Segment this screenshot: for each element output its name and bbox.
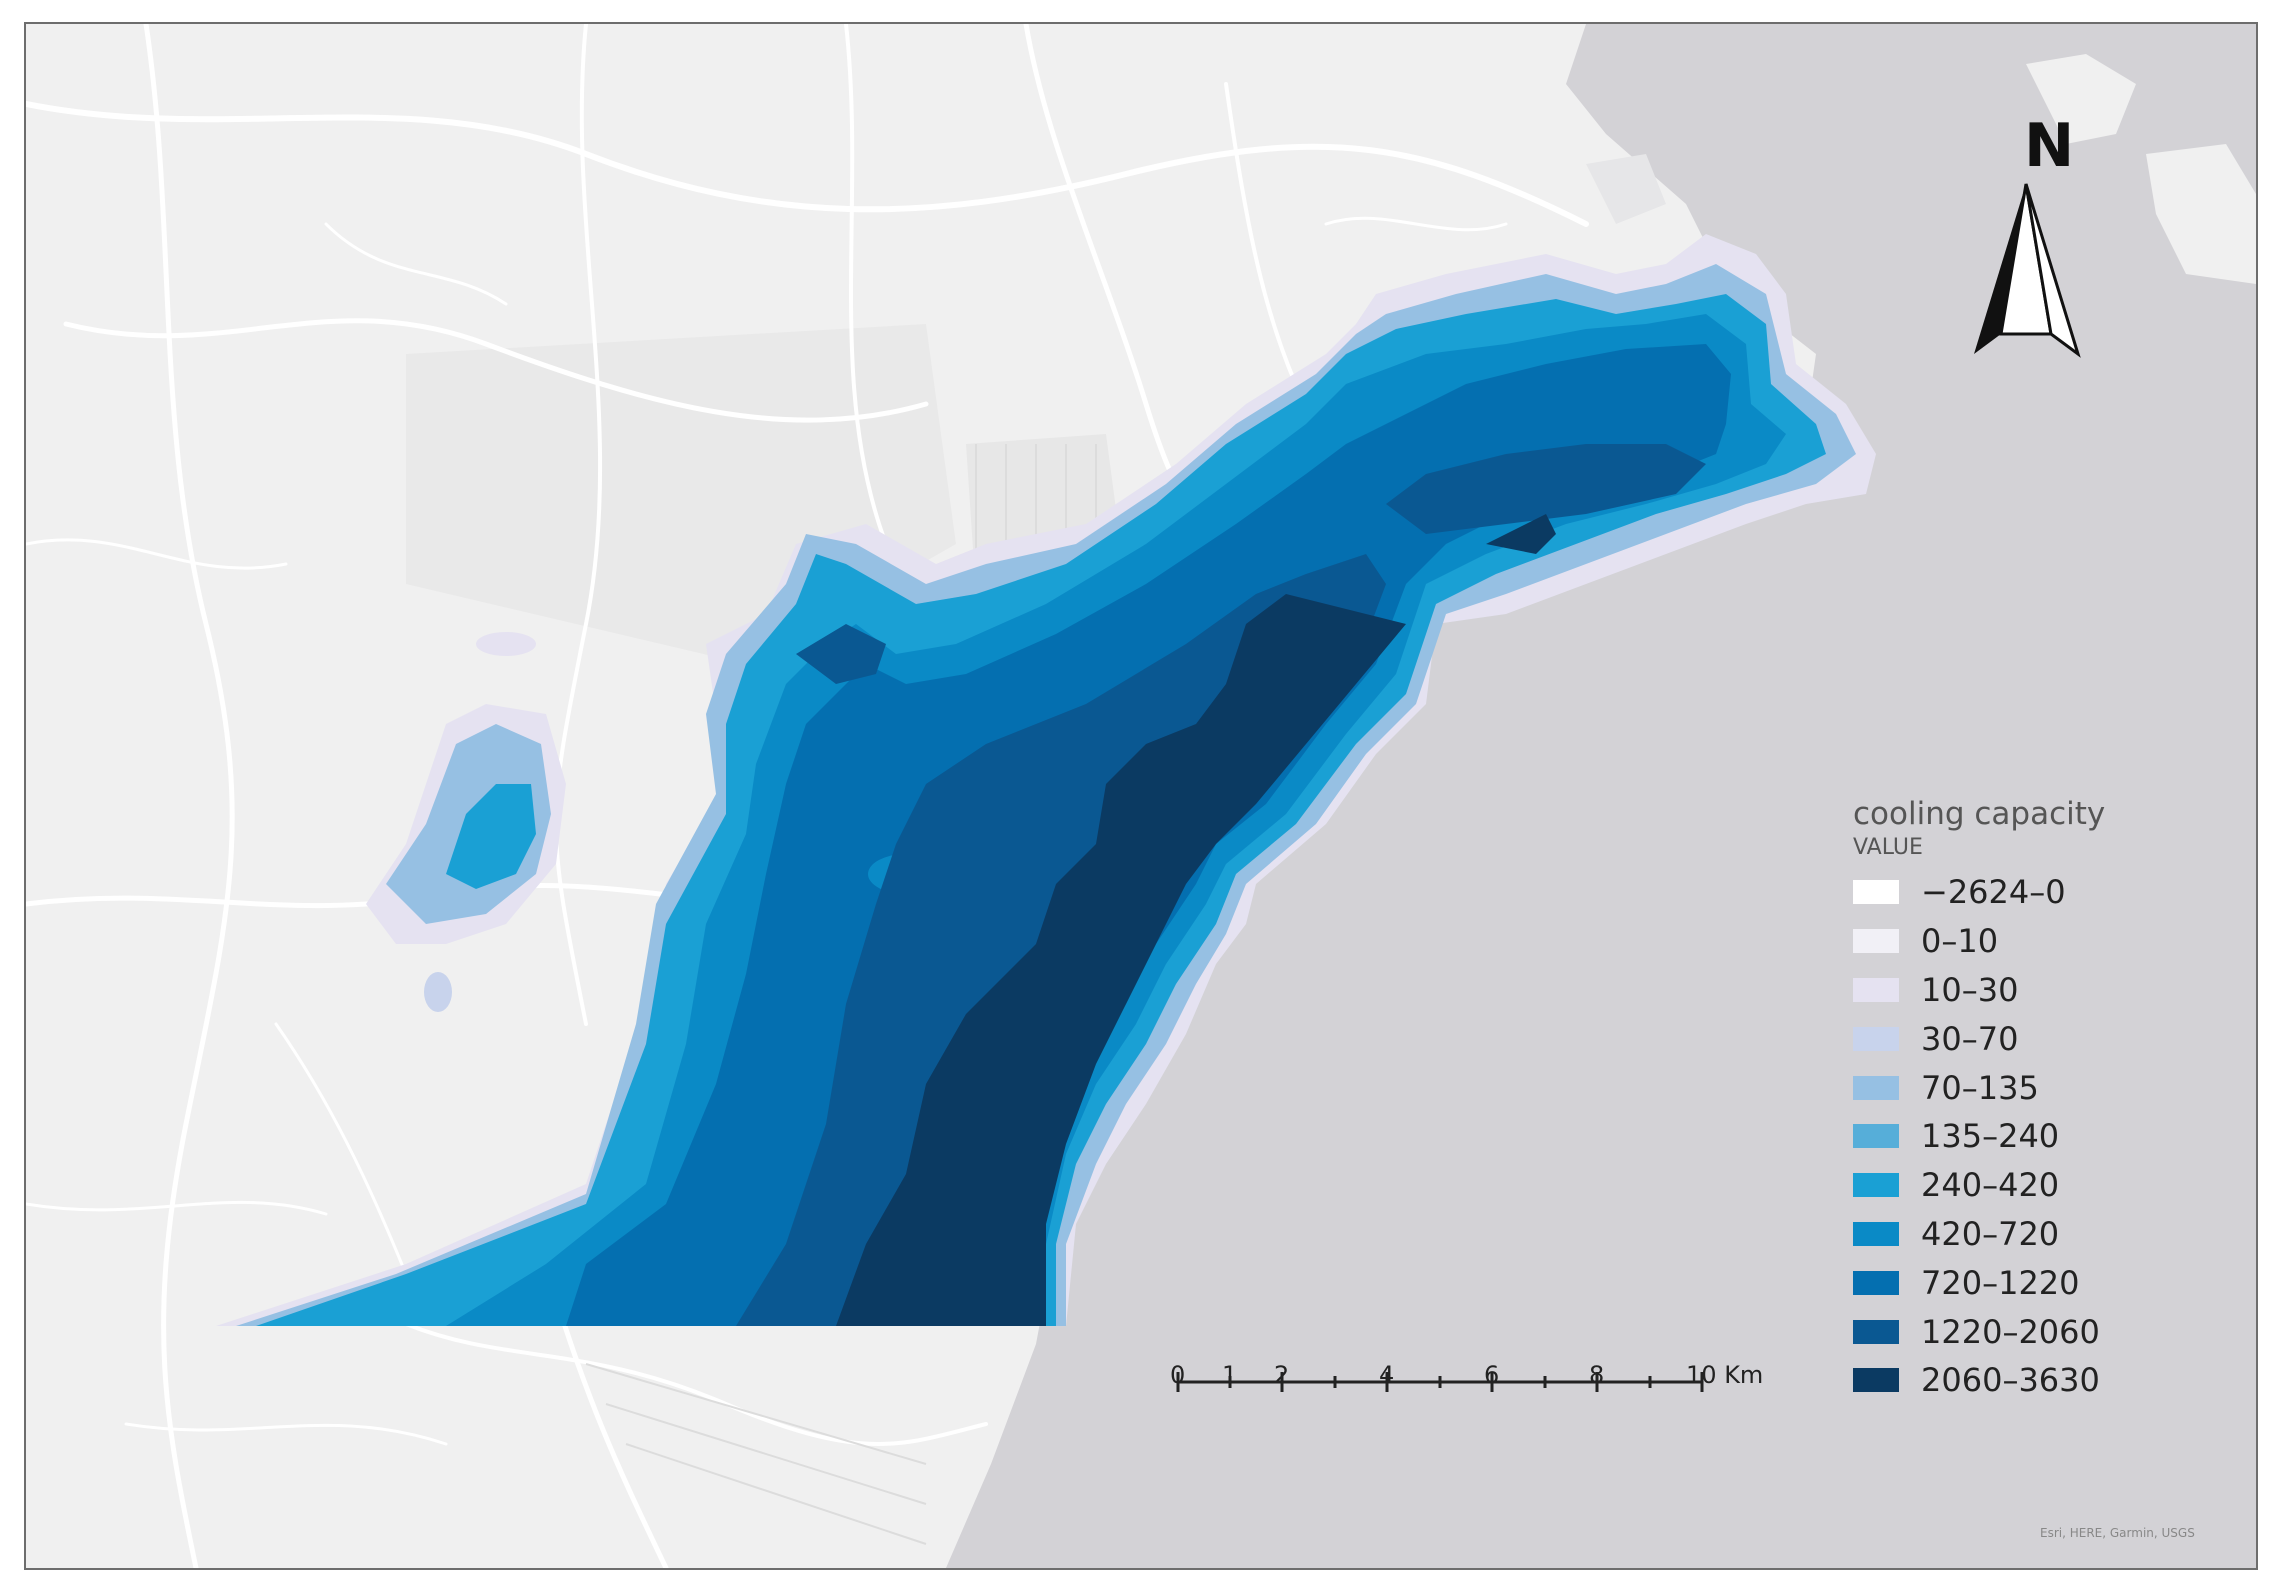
legend-swatch [1853, 1124, 1899, 1149]
north-label: N [2024, 111, 2075, 181]
road-grid [585, 444, 1097, 1545]
band-2060-3630-ne [1486, 514, 1556, 554]
band-240-420-island [446, 784, 536, 889]
legend-item: 30–70 [1853, 1014, 2233, 1063]
island [1586, 154, 1666, 224]
scale-tick-label: 1 [1222, 1361, 1238, 1389]
legend-swatch [1853, 1368, 1899, 1393]
scale-tick-label: 10 Km [1686, 1361, 1763, 1389]
legend-label: 10–30 [1921, 970, 2019, 1009]
legend-label: 70–135 [1921, 1068, 2039, 1107]
legend-label: 2060–3630 [1921, 1361, 2100, 1400]
legend-label: 0–10 [1921, 922, 1999, 961]
legend-item: −2624–0 [1853, 868, 2233, 917]
legend-title: cooling capacity [1853, 796, 2106, 832]
legend-swatch [1853, 1075, 1899, 1100]
legend-item: 2060–3630 [1853, 1356, 2233, 1405]
band-10-30-spot [424, 972, 452, 1012]
map-canvas[interactable] [26, 24, 2256, 1568]
legend-item: 10–30 [1853, 966, 2233, 1015]
scale-tick-label: 0 [1170, 1361, 1186, 1389]
attribution: Esri, HERE, Garmin, USGS [2040, 1526, 2195, 1540]
legend-label: 135–240 [1921, 1117, 2060, 1156]
band-1220-2060-ne [1386, 444, 1706, 534]
legend-swatch [1853, 1319, 1899, 1344]
legend-swatch [1853, 880, 1899, 905]
band-1220-2060-nub [796, 624, 886, 684]
scale-tick-label: 6 [1484, 1361, 1500, 1389]
legend-item: 720–1220 [1853, 1258, 2233, 1307]
band-10-30-spot [476, 632, 536, 656]
scale-tick-label: 4 [1379, 1361, 1395, 1389]
sea-area [946, 24, 2256, 1568]
legend-swatch [1853, 1173, 1899, 1198]
legend-rows: −2624–0 0–10 10–30 30–70 70–135 135–240 240–42… [1853, 868, 2233, 1405]
scale-tick-label: 2 [1274, 1361, 1290, 1389]
cooling-capacity-bands [216, 234, 1876, 1326]
legend-item: 0–10 [1853, 917, 2233, 966]
legend-item: 70–135 [1853, 1063, 2233, 1112]
legend-label: 30–70 [1921, 1019, 2019, 1058]
legend-item: 1220–2060 [1853, 1307, 2233, 1356]
legend-item: 240–420 [1853, 1161, 2233, 1210]
map-frame[interactable]: N 0 1 2 4 6 8 10 Km cooling capacity VAL… [24, 22, 2258, 1570]
legend-item: 135–240 [1853, 1112, 2233, 1161]
legend-swatch [1853, 1270, 1899, 1295]
legend-label: 420–720 [1921, 1214, 2060, 1253]
north-arrow-icon [1974, 183, 2081, 358]
legend-label: 240–420 [1921, 1166, 2060, 1205]
legend-subtitle: VALUE [1853, 835, 1923, 860]
legend-item: 420–720 [1853, 1210, 2233, 1259]
island [2026, 54, 2136, 144]
scale-unit: Km [1724, 1361, 1764, 1389]
legend-swatch [1853, 977, 1899, 1002]
legend-label: 720–1220 [1921, 1263, 2080, 1302]
legend-swatch [1853, 1026, 1899, 1051]
scale-bar [1176, 1372, 1704, 1392]
legend-swatch [1853, 1221, 1899, 1246]
legend: cooling capacity VALUE −2624–0 0–10 10–30 3… [1853, 794, 2233, 1405]
legend-swatch [1853, 929, 1899, 954]
legend-label: 1220–2060 [1921, 1312, 2100, 1351]
band-2060-3630 [836, 594, 1406, 1326]
scale-tick-label: 8 [1589, 1361, 1605, 1389]
legend-label: −2624–0 [1921, 873, 2066, 912]
scale-tick-10: 10 [1686, 1361, 1717, 1389]
island [2146, 144, 2256, 284]
